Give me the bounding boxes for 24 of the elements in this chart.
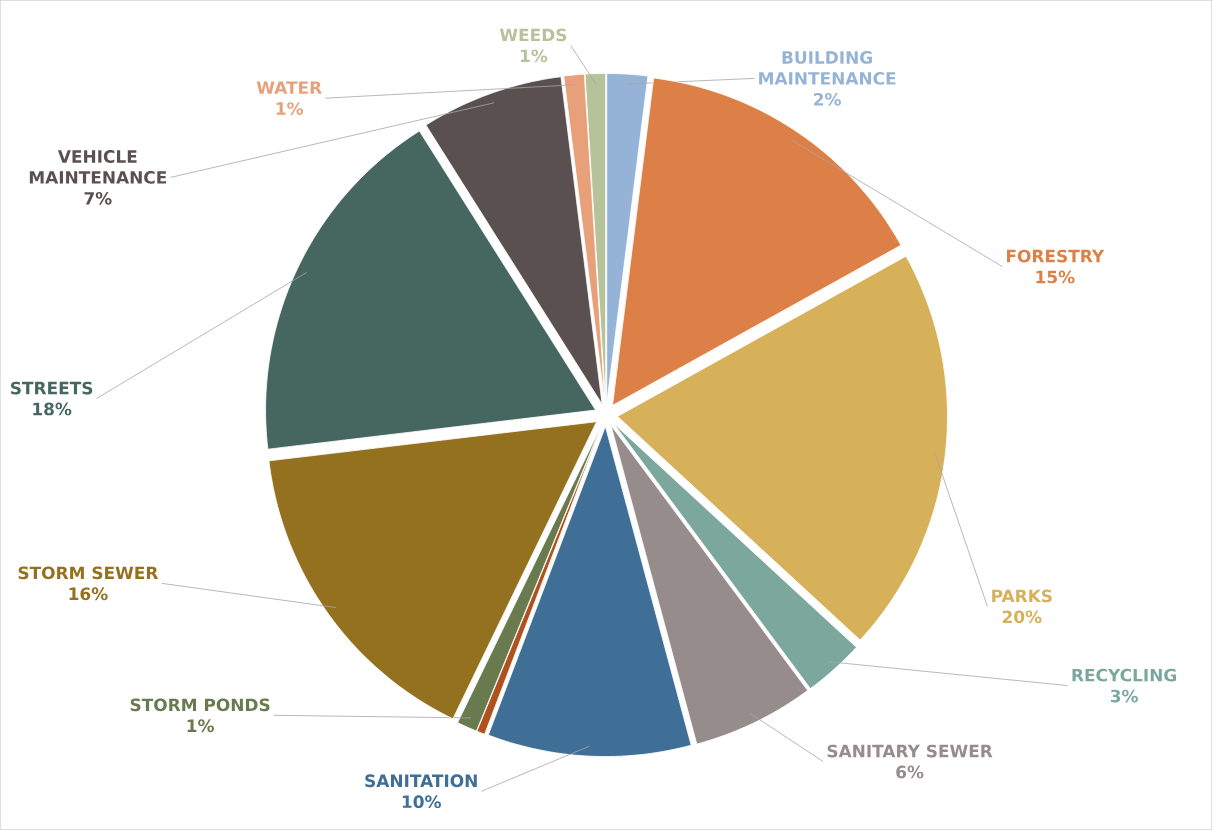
slice-label: STORM PONDS [130, 698, 270, 712]
data-label: 1% [520, 49, 548, 63]
data-label: 10% [402, 795, 441, 809]
data-label: 18% [33, 402, 72, 416]
data-label: 16% [69, 587, 108, 601]
slice-label: STORM SEWER [18, 566, 159, 580]
data-label: 2% [814, 92, 841, 106]
slice-label: VEHICLE MAINTENANCE [29, 150, 167, 184]
data-label: 1% [276, 102, 304, 115]
data-label: 6% [896, 765, 924, 779]
data-label: 20% [1002, 610, 1042, 624]
slice-label: WATER [256, 81, 322, 94]
data-label: 1% [187, 719, 214, 733]
slice-label: STREETS [10, 381, 93, 395]
slice-label: PARKS [992, 589, 1052, 603]
slice-label: WEEDS [499, 28, 567, 42]
data-label: 15% [1036, 270, 1075, 284]
slice-label: FORESTRY [1007, 249, 1105, 263]
slice-label: BUILDING MAINTENANCE [759, 51, 896, 85]
data-label: 7% [84, 191, 112, 205]
slice-label: SANITARY SEWER [827, 744, 993, 758]
slice-label: SANITATION [365, 774, 477, 788]
data-label: 3% [1110, 689, 1138, 703]
slice-label: RECYCLING [1072, 668, 1177, 682]
